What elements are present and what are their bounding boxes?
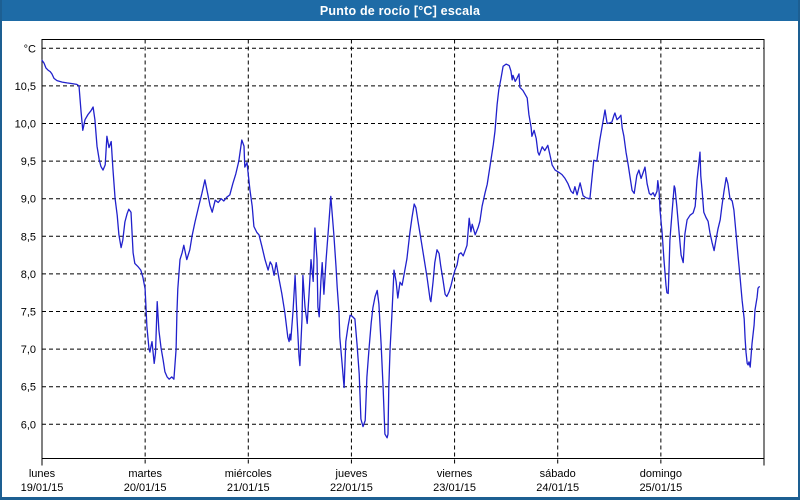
x-day-label: jueves: [335, 468, 368, 480]
x-date-label: 19/01/15: [21, 482, 64, 494]
x-day-label: martes: [128, 468, 162, 480]
y-tick-label: 9,0: [21, 194, 36, 206]
x-date-label: 24/01/15: [536, 482, 579, 494]
x-date-label: 22/01/15: [330, 482, 373, 494]
y-tick-label: 8,0: [21, 269, 36, 281]
x-day-label: viernes: [437, 468, 473, 480]
y-tick-label: 10,0: [15, 119, 36, 131]
titlebar: Punto de rocío [°C] escala: [2, 0, 798, 21]
y-tick-label: 6,5: [21, 382, 36, 394]
y-tick-label: 7,5: [21, 307, 36, 319]
x-date-label: 21/01/15: [227, 482, 270, 494]
x-day-label: sábado: [540, 468, 576, 480]
x-day-label: miércoles: [225, 468, 273, 480]
chart-title: Punto de rocío [°C] escala: [319, 3, 481, 18]
y-tick-label: 6,0: [21, 419, 36, 431]
x-date-label: 20/01/15: [124, 482, 167, 494]
x-day-label: lunes: [29, 468, 56, 480]
y-tick-label: 7,0: [21, 344, 36, 356]
dewpoint-series-line: [41, 59, 760, 439]
x-date-label: 25/01/15: [639, 482, 682, 494]
x-day-label: domingo: [640, 468, 682, 480]
x-date-label: 23/01/15: [433, 482, 476, 494]
y-tick-label: °C: [24, 43, 36, 55]
y-tick-label: 8,5: [21, 231, 36, 243]
plot-frame: [41, 39, 765, 459]
y-tick-label: 10,5: [15, 81, 36, 93]
y-tick-label: 9,5: [21, 156, 36, 168]
